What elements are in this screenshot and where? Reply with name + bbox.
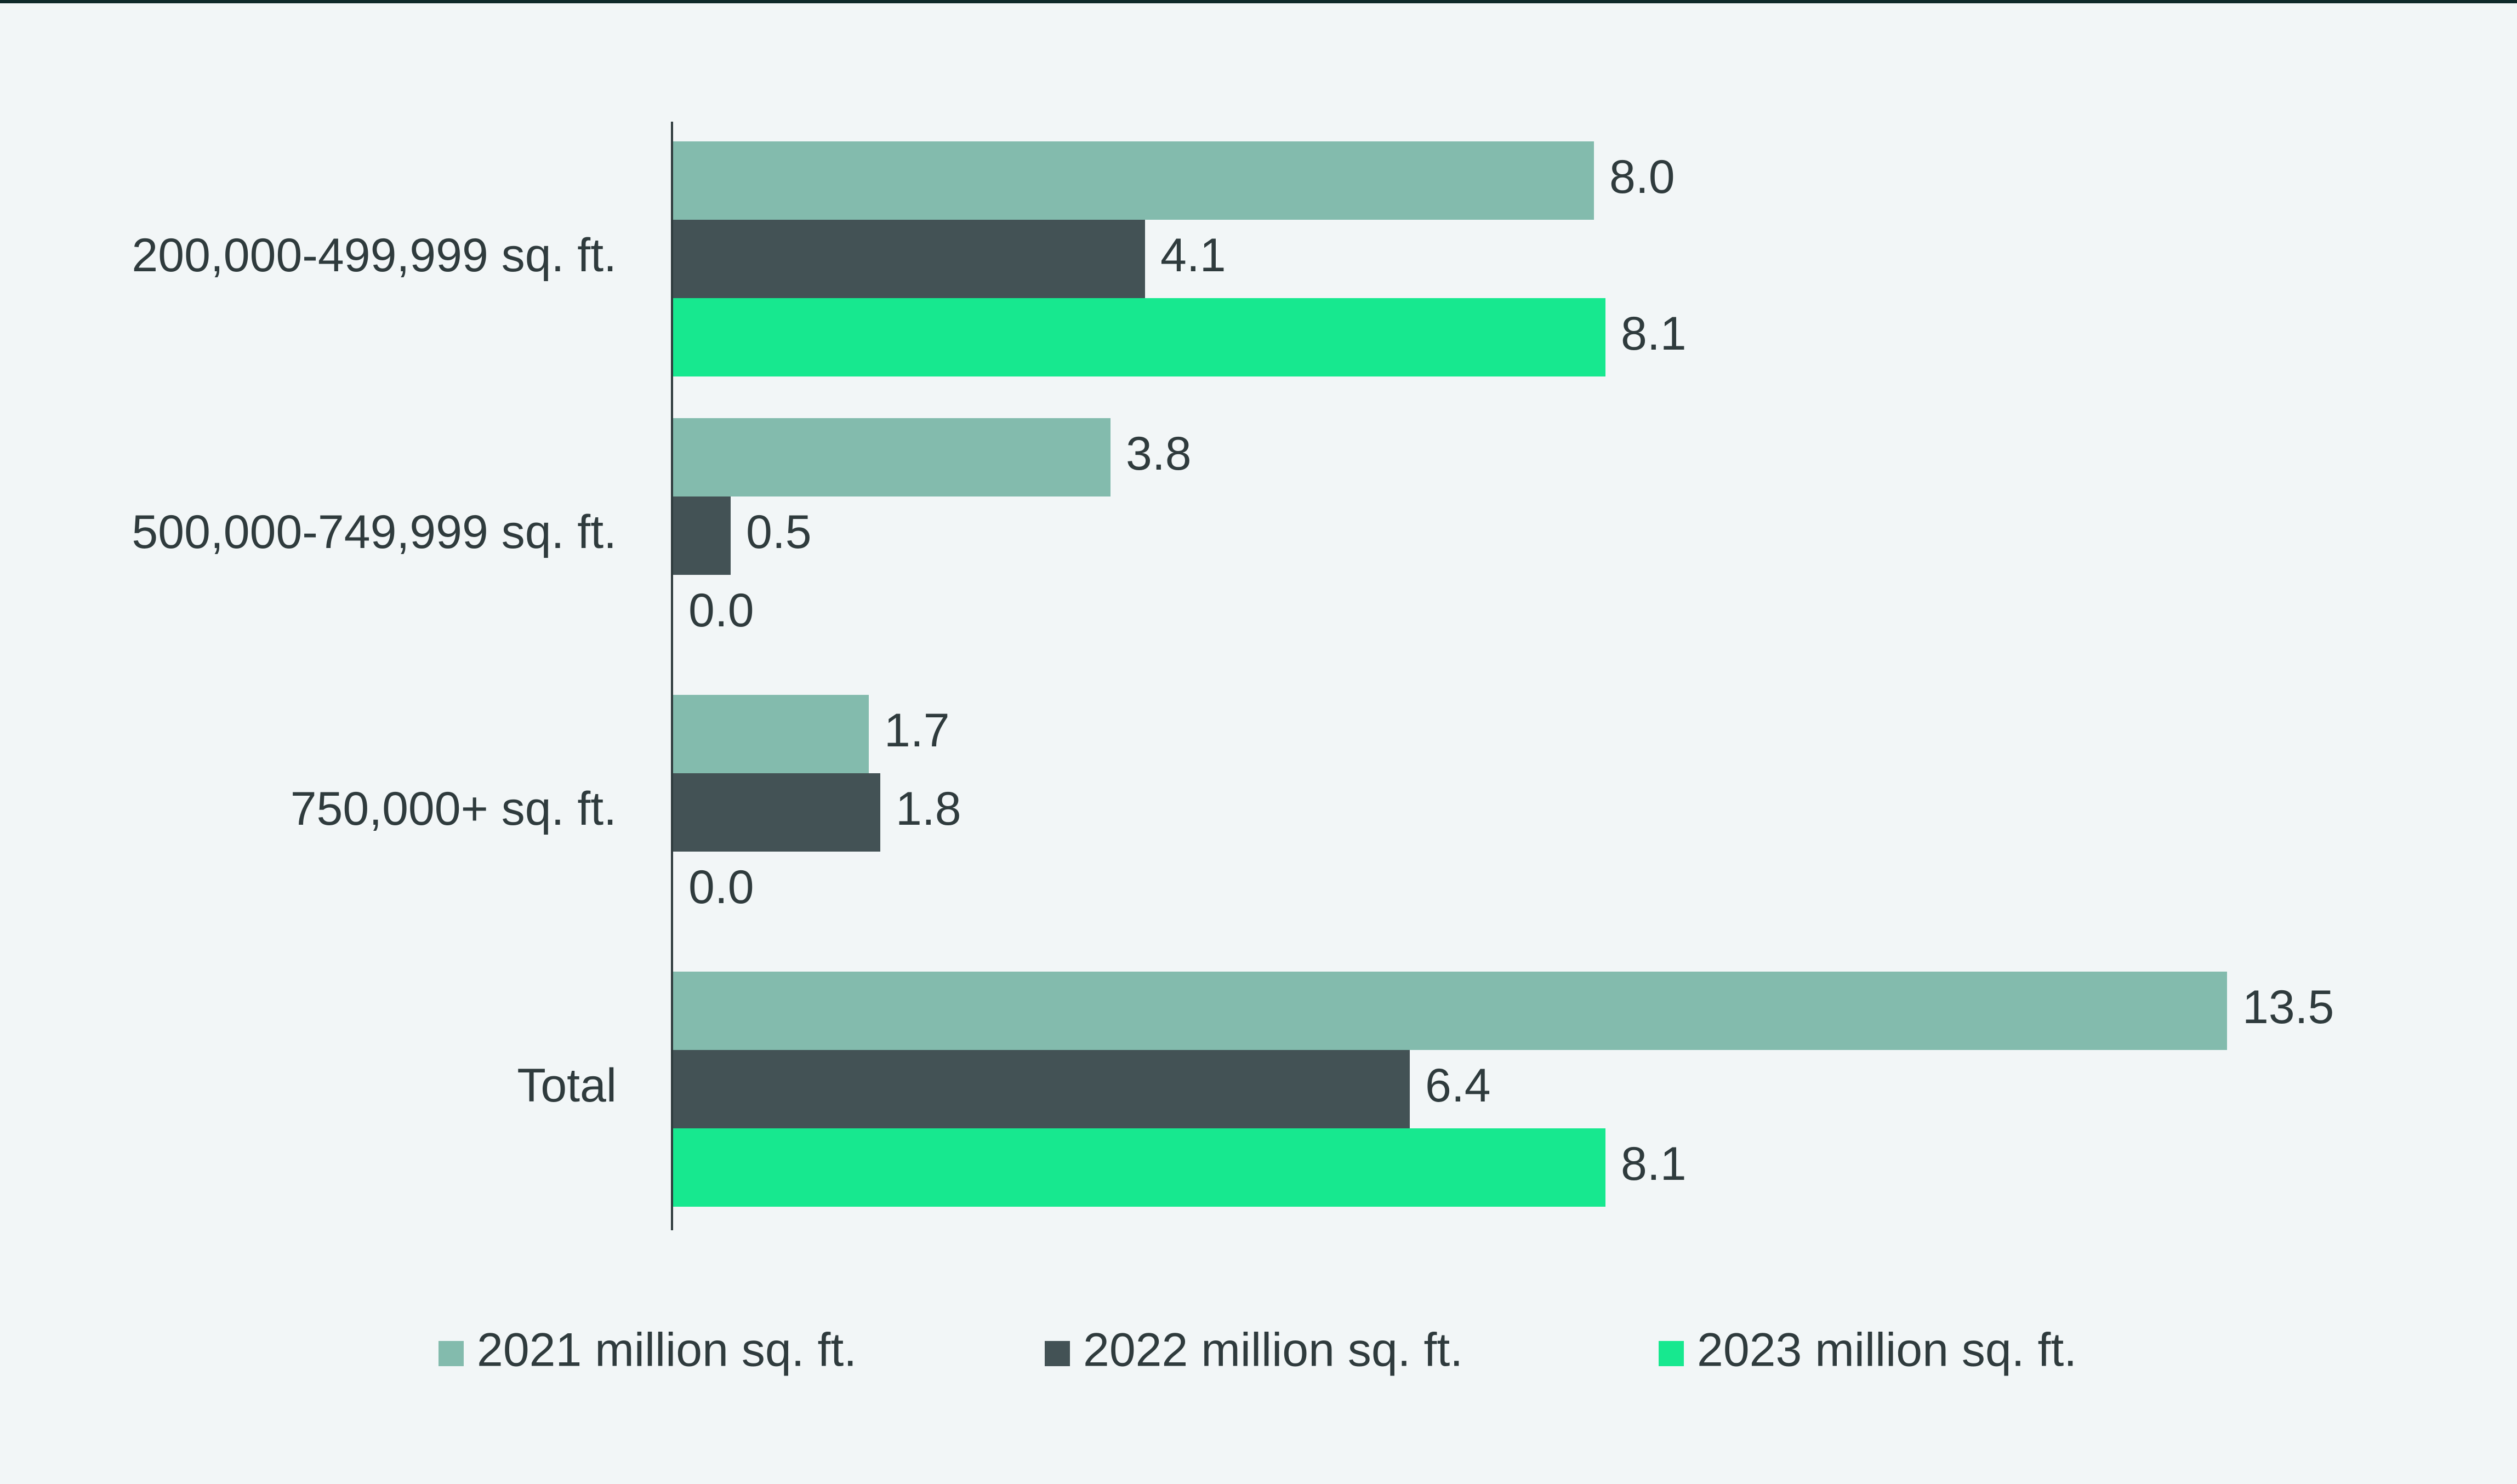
bar-2021-million-sq-ft-200-000-499-999-sq-ft	[673, 141, 1594, 220]
data-label-2023-million-sq-ft-total: 8.1	[1621, 1138, 1687, 1190]
bar-2021-million-sq-ft-total	[673, 972, 2227, 1050]
bar-2022-million-sq-ft-750-000-sq-ft	[673, 773, 880, 852]
data-label-2022-million-sq-ft-750-000-sq-ft: 1.8	[896, 783, 961, 835]
legend: 2021 million sq. ft. 2022 million sq. ft.…	[439, 1324, 2077, 1377]
labels-layer: 200,000-499,999 sq. ft. 8.0 4.1 8.1 500,000-…	[132, 151, 2334, 1190]
bar-2023-million-sq-ft-total	[673, 1128, 1605, 1207]
category-label-total: Total	[517, 1059, 617, 1112]
bar-2022-million-sq-ft-200-000-499-999-sq-ft	[673, 220, 1145, 298]
data-label-2022-million-sq-ft-500-000-749-999-sq-ft: 0.5	[746, 506, 812, 558]
bar-2022-million-sq-ft-total	[673, 1050, 1410, 1128]
bars-layer	[673, 141, 2227, 1207]
data-label-2022-million-sq-ft-total: 6.4	[1425, 1059, 1491, 1112]
legend-label-2021-million-sq-ft: 2021 million sq. ft.	[477, 1324, 857, 1377]
bar-2021-million-sq-ft-750-000-sq-ft	[673, 695, 869, 773]
bar-2022-million-sq-ft-500-000-749-999-sq-ft	[673, 496, 731, 575]
data-label-2021-million-sq-ft-750-000-sq-ft: 1.7	[884, 704, 950, 757]
legend-swatch-2021-million-sq-ft	[439, 1341, 464, 1366]
top-rule	[0, 0, 2517, 3]
data-label-2021-million-sq-ft-total: 13.5	[2242, 981, 2334, 1034]
category-label-200-000-499-999-sq-ft: 200,000-499,999 sq. ft.	[132, 229, 617, 282]
category-label-750-000-sq-ft: 750,000+ sq. ft.	[291, 783, 617, 835]
data-label-2021-million-sq-ft-200-000-499-999-sq-ft: 8.0	[1609, 151, 1675, 203]
legend-swatch-2023-million-sq-ft	[1659, 1341, 1684, 1366]
data-label-2021-million-sq-ft-500-000-749-999-sq-ft: 3.8	[1126, 427, 1192, 480]
bar-2021-million-sq-ft-500-000-749-999-sq-ft	[673, 418, 1111, 496]
legend-label-2023-million-sq-ft: 2023 million sq. ft.	[1697, 1324, 2077, 1377]
legend-swatch-2022-million-sq-ft	[1045, 1341, 1070, 1366]
data-label-2023-million-sq-ft-500-000-749-999-sq-ft: 0.0	[688, 584, 754, 637]
data-label-2023-million-sq-ft-200-000-499-999-sq-ft: 8.1	[1621, 307, 1687, 360]
bar-2023-million-sq-ft-200-000-499-999-sq-ft	[673, 298, 1605, 376]
data-label-2023-million-sq-ft-750-000-sq-ft: 0.0	[688, 861, 754, 914]
category-label-500-000-749-999-sq-ft: 500,000-749,999 sq. ft.	[132, 506, 617, 558]
legend-label-2022-million-sq-ft: 2022 million sq. ft.	[1083, 1324, 1463, 1377]
data-label-2022-million-sq-ft-200-000-499-999-sq-ft: 4.1	[1160, 229, 1226, 282]
